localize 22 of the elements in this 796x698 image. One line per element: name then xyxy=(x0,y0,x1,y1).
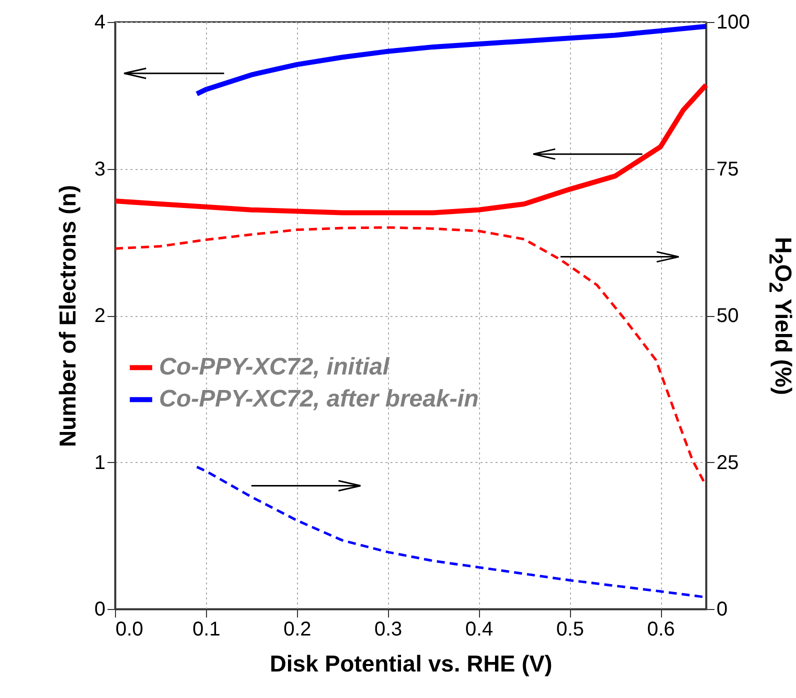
y-axis-title: Number of Electrons (n) xyxy=(54,185,80,447)
y-tick-label: 1 xyxy=(94,452,106,474)
y2-tick-label: 25 xyxy=(716,452,739,474)
x-tick-label: 0.4 xyxy=(465,618,494,640)
y-tick-label: 2 xyxy=(94,305,106,327)
y-tick-label: 3 xyxy=(94,158,106,180)
x-axis-title: Disk Potential vs. RHE (V) xyxy=(270,650,552,676)
line-series xyxy=(114,226,708,487)
y-tick-label: 0 xyxy=(94,598,106,620)
x-tick-label: 0.3 xyxy=(374,618,402,640)
x-tick-label: 0.0 xyxy=(116,618,144,640)
y-tick-label: 4 xyxy=(94,12,106,34)
y2-tick-label: 0 xyxy=(716,598,728,620)
x-tick-label: 0.1 xyxy=(192,618,220,640)
legend-label: Co-PPY-XC72, after break-in xyxy=(159,386,479,413)
y2-tick-label: 100 xyxy=(716,12,750,34)
x-tick-label: 0.6 xyxy=(647,618,675,640)
x-tick-label: 0.5 xyxy=(556,618,584,640)
y2-tick-label: 50 xyxy=(716,305,739,327)
y2-tick-label: 75 xyxy=(716,158,739,180)
x-tick-label: 0.2 xyxy=(283,618,312,640)
legend-label: Co-PPY-XC72, initial xyxy=(159,354,391,381)
